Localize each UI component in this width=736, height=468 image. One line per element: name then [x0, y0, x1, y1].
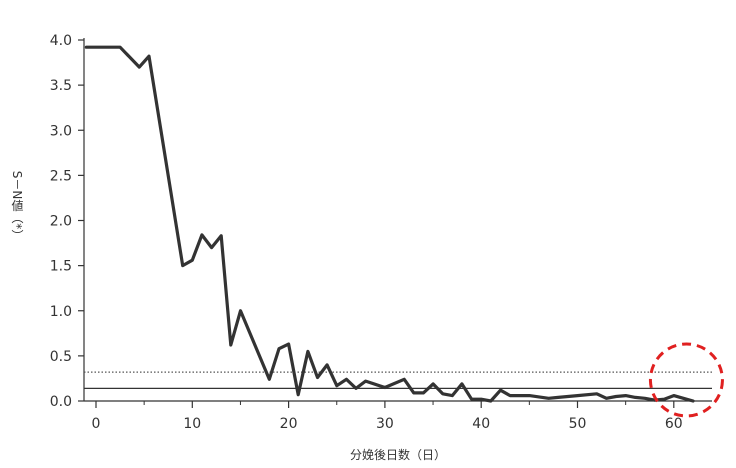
y-tick-label: 3.0 [50, 123, 72, 139]
x-tick-label: 60 [665, 416, 683, 432]
y-tick-label: 4.0 [50, 33, 72, 49]
x-tick-label: 10 [183, 416, 201, 432]
y-axis-title: S－N値（*） [10, 171, 24, 242]
x-tick-label: 30 [376, 416, 394, 432]
y-tick-label: 0.5 [50, 349, 72, 365]
y-tick-label: 2.5 [50, 168, 72, 184]
x-tick-label: 20 [280, 416, 298, 432]
y-tick-label: 3.5 [50, 78, 72, 94]
y-tick-label: 1.5 [50, 259, 72, 275]
y-tick-label: 1.0 [50, 304, 72, 320]
x-tick-label: 40 [472, 416, 490, 432]
y-tick-label: 0.0 [50, 394, 72, 410]
x-tick-label: 50 [569, 416, 587, 432]
y-tick-label: 2.0 [50, 214, 72, 230]
x-tick-label: 0 [92, 416, 101, 432]
x-axis-title: 分娩後日数（日） [350, 447, 446, 462]
series-line [86, 47, 693, 401]
highlight-circle [650, 344, 722, 416]
